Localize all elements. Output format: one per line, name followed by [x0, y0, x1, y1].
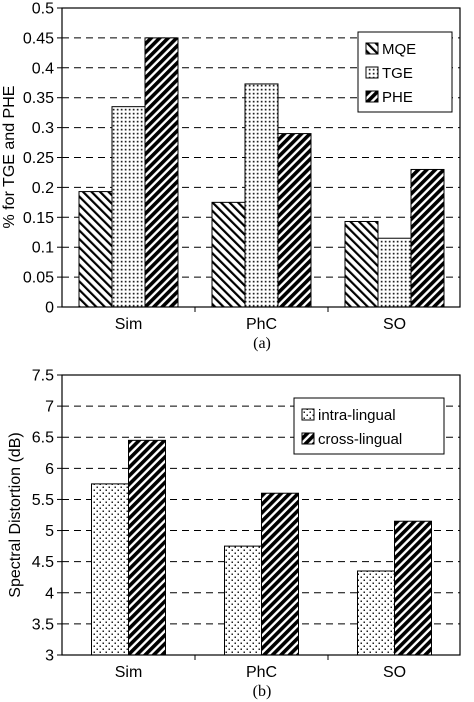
chart-a-legend: MQE TGE PHE: [357, 31, 453, 113]
chart-b-ytick-label: 3: [45, 648, 54, 665]
chart-a-ytick-label: 0.1: [32, 240, 54, 257]
chart-a-xtick-label: Sim: [115, 316, 143, 333]
chart-b-caption: (b): [253, 683, 272, 700]
chart-b-xtick-label: PhC: [246, 664, 277, 681]
chart-a-ytick-label: 0.15: [23, 210, 54, 227]
chart-b-yticks: 3 3.5 4 4.5 5 5.5 6 6.5 7 7.5: [32, 368, 62, 665]
chart-b-ytick-label: 4: [45, 585, 54, 602]
chart-b-bar-intra-lingual-so: [357, 570, 395, 656]
chart-b-xtick-label: SO: [383, 664, 406, 681]
chart-b-ytick-label: 6: [45, 461, 54, 478]
chart-b-ytick-label: 7.5: [32, 368, 54, 385]
chart-a-ytick-label: 0: [45, 300, 54, 317]
chart-b-ytick-label: 5: [45, 523, 54, 540]
chart-b-bar-intra-lingual-phc: [224, 545, 262, 656]
chart-b-ylabel: Spectral Distortion (dB): [7, 432, 24, 597]
chart-b-legend-swatch: [301, 408, 315, 421]
chart-b-ytick-label: 4.5: [32, 554, 54, 571]
chart-a-bar-phe-phc: [277, 133, 312, 308]
chart-a: 0 0.05 0.1 0.15 0.2 0.25 0.3 0.35 0.4 0.45 0.5 Sim…: [1, 1, 461, 352]
chart-a-legend-label: MQE: [382, 41, 416, 58]
chart-b-legend-label: cross-lingual: [318, 431, 402, 448]
chart-b-bar-cross-lingual-phc: [261, 492, 299, 656]
chart-a-bar-phe-so: [410, 168, 445, 308]
chart-a-bar-tge-so: [377, 237, 412, 308]
chart-a-bar-mqe-sim: [78, 191, 113, 308]
chart-a-ytick-label: 0.4: [32, 60, 54, 77]
chart-a-bar-mqe-so: [344, 220, 379, 308]
chart-a-ytick-label: 0.25: [23, 150, 54, 167]
chart-a-ylabel: % for TGE and PHE: [1, 86, 18, 229]
chart-a-bar-mqe-phc: [211, 201, 246, 308]
chart-a-xtick-label: SO: [383, 316, 406, 333]
chart-a-xticks: Sim PhC SO: [115, 307, 406, 333]
chart-b-legend-swatch: [301, 432, 315, 445]
chart-b: 3 3.5 4 4.5 5 5.5 6 6.5 7 7.5 Sim PhC SO Spectral D…: [7, 368, 461, 700]
chart-a-xtick-label: PhC: [246, 316, 277, 333]
chart-a-legend-swatch: [365, 90, 379, 103]
chart-a-legend-swatch: [365, 66, 379, 79]
chart-b-plot-frame: [61, 374, 461, 656]
chart-a-legend-label: TGE: [382, 65, 413, 82]
chart-b-bar-intra-lingual-sim: [91, 483, 129, 656]
chart-b-ytick-label: 3.5: [32, 616, 54, 633]
chart-b-ytick-label: 5.5: [32, 492, 54, 509]
chart-b-xticks: Sim PhC SO: [115, 655, 406, 681]
chart-a-bars: [78, 37, 445, 308]
chart-a-legend-swatch: [365, 42, 379, 55]
chart-b-ytick-label: 7: [45, 399, 54, 416]
chart-a-ytick-label: 0.45: [23, 30, 54, 47]
chart-a-yticks: 0 0.05 0.1 0.15 0.2 0.25 0.3 0.35 0.4 0.45 0.5: [23, 1, 62, 317]
chart-b-ytick-label: 6.5: [32, 430, 54, 447]
chart-b-legend: intra-lingual cross-lingual: [293, 397, 445, 455]
chart-a-ytick-label: 0.05: [23, 270, 54, 287]
chart-a-ytick-label: 0.3: [32, 120, 54, 137]
chart-a-bar-phe-sim: [144, 37, 179, 308]
chart-b-bars: [91, 439, 432, 656]
chart-b-bar-cross-lingual-so: [394, 520, 432, 656]
chart-a-legend-label: PHE: [382, 89, 413, 106]
chart-a-bar-tge-phc: [244, 83, 279, 308]
chart-b-legend-label: intra-lingual: [318, 407, 396, 424]
chart-a-bar-tge-sim: [111, 106, 146, 308]
chart-b-legend-box: [293, 397, 445, 455]
chart-a-caption: (a): [253, 335, 271, 352]
chart-b-xtick-label: Sim: [115, 664, 143, 681]
chart-b-bar-cross-lingual-sim: [128, 439, 166, 656]
chart-a-ytick-label: 0.2: [32, 180, 54, 197]
chart-a-ytick-label: 0.5: [32, 1, 54, 18]
chart-a-ytick-label: 0.35: [23, 90, 54, 107]
